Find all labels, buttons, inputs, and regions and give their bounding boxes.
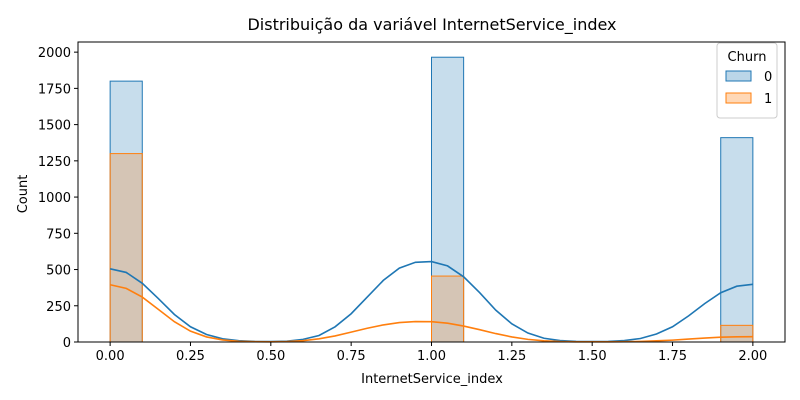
x-axis: 0.00 0.25 0.50 0.75 1.00 1.25 1.50 1.75 2.00 [96,342,767,364]
y-tick-label: 1000 [38,191,71,206]
kde-curve-churn-1 [109,283,753,343]
legend-label-churn-1: 1 [764,92,772,107]
x-tick-label: 1.50 [578,349,607,364]
histogram-bar-churn-1 [431,275,465,343]
y-tick-label: 1250 [38,155,71,170]
y-tick-label: 750 [46,227,71,242]
histogram-bar-churn-0 [720,137,754,343]
x-tick-label: 2.00 [738,349,767,364]
y-tick-label: 250 [46,300,71,315]
histogram-bar-churn-1 [109,153,143,343]
legend-swatch-churn-1 [725,92,752,104]
histogram-bar-churn-1 [720,324,754,343]
x-tick-label: 0.00 [96,349,125,364]
y-axis: 0 250 500 750 1000 1250 1500 1750 2000 [38,46,78,351]
y-axis-title: Count [16,175,31,214]
legend-title: Churn [728,50,767,65]
kde-layer [109,260,753,343]
x-tick-label: 1.75 [658,349,687,364]
legend-label-churn-0: 0 [764,70,772,85]
x-tick-label: 0.50 [256,349,285,364]
x-tick-label: 1.00 [417,349,446,364]
x-tick-label: 1.25 [497,349,526,364]
bars-layer [109,56,754,343]
y-tick-label: 500 [46,264,71,279]
kde-curve-churn-0 [109,260,753,343]
x-tick-label: 0.75 [337,349,366,364]
x-axis-title: InternetService_index [361,372,503,387]
y-tick-label: 0 [63,336,71,351]
y-tick-label: 1500 [38,119,71,134]
histogram-bar-churn-0 [109,80,143,343]
histogram-bar-churn-0 [431,56,465,343]
legend-swatch-churn-0 [725,70,752,82]
chart-title: Distribuição da variável InternetService… [247,15,616,35]
y-tick-label: 1750 [38,82,71,97]
y-tick-label: 2000 [38,46,71,61]
legend: Churn 0 1 [716,42,778,119]
x-tick-label: 0.25 [176,349,205,364]
